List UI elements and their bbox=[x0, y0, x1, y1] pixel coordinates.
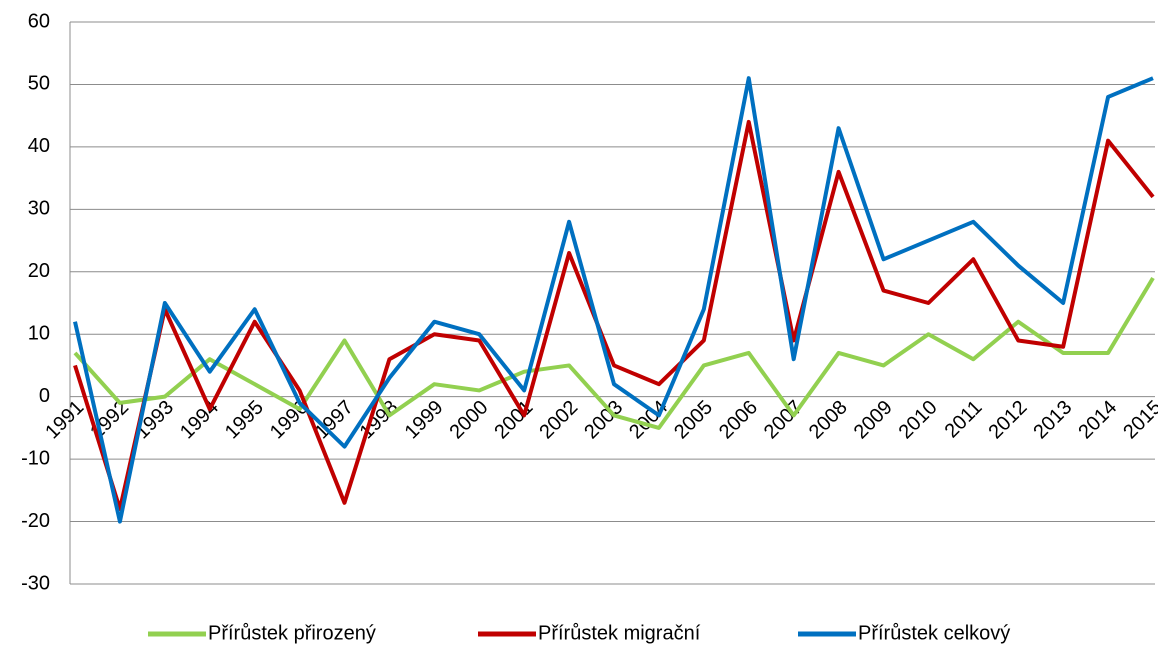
x-tick-label: 1995 bbox=[221, 396, 268, 443]
x-tick-label: 2009 bbox=[850, 396, 897, 443]
legend-label: Přírůstek migrační bbox=[538, 622, 701, 644]
series-line bbox=[73, 76, 1154, 524]
x-tick-label: 2010 bbox=[895, 396, 942, 443]
y-tick-label: -10 bbox=[21, 447, 50, 469]
x-tick-label: 2015 bbox=[1119, 396, 1158, 443]
x-tick-label: 2013 bbox=[1029, 396, 1076, 443]
x-tick-label: 2001 bbox=[490, 396, 537, 443]
x-tick-label: 2002 bbox=[535, 396, 582, 443]
y-tick-label: -20 bbox=[21, 510, 50, 532]
x-tick-label: 1994 bbox=[176, 396, 223, 443]
y-tick-label: 60 bbox=[28, 10, 50, 32]
x-tick-label: 2011 bbox=[941, 396, 987, 442]
series-line bbox=[73, 119, 1155, 512]
y-tick-label: 10 bbox=[28, 323, 50, 345]
series-line bbox=[73, 276, 1155, 430]
y-tick-label: 0 bbox=[39, 385, 50, 407]
y-tick-label: -30 bbox=[21, 572, 50, 594]
y-tick-label: 50 bbox=[28, 73, 50, 95]
x-tick-label: 2006 bbox=[715, 396, 762, 443]
x-tick-label: 2008 bbox=[805, 396, 852, 443]
y-tick-label: 20 bbox=[28, 260, 50, 282]
legend-label: Přírůstek celkový bbox=[858, 622, 1010, 644]
y-tick-label: 40 bbox=[28, 135, 50, 157]
y-tick-label: 30 bbox=[28, 198, 50, 220]
x-tick-label: 2000 bbox=[445, 396, 492, 443]
x-tick-label: 2014 bbox=[1074, 396, 1121, 443]
legend-label: Přírůstek přirozený bbox=[208, 622, 376, 644]
x-tick-label: 2012 bbox=[984, 396, 1031, 443]
